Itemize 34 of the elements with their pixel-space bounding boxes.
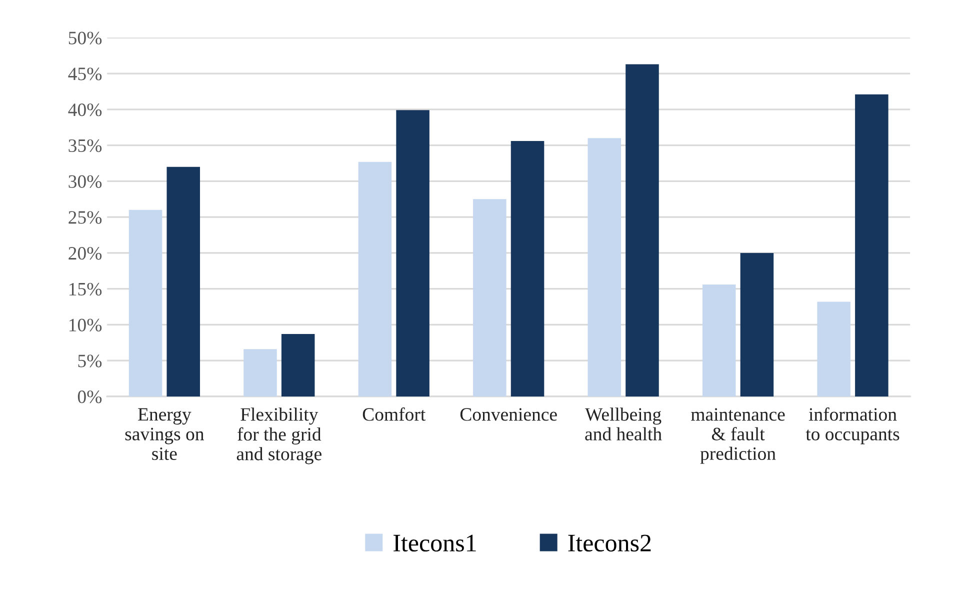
y-tick-label: 25% [68,211,102,224]
y-tick-label: 35% [68,139,102,152]
x-tick-label: information to occupants [806,407,900,444]
bar [473,199,506,396]
bar [128,210,162,396]
bar [510,141,544,396]
y-tick-label: 5% [78,354,102,368]
bar [817,302,850,396]
y-tick-label: 50% [68,32,102,44]
y-tick-label: 0% [78,390,102,404]
y-tick-label: 20% [68,246,102,260]
x-tick-label: Flexibility for the grid and storage [236,408,322,464]
x-tick-label: Energy savings on site [125,408,204,460]
bar [740,252,774,396]
bar [702,284,736,396]
x-tick-label: maintenance & fault prediction [691,408,785,464]
bar [855,94,888,396]
bar [588,138,622,396]
bar [358,162,392,396]
y-tick-label: 10% [69,318,102,332]
legend-label: Itecons1 [394,534,476,552]
x-tick-label: Comfort [362,407,426,421]
x-tick-label: Convenience [460,408,557,421]
bar [396,110,430,396]
y-tick-label: 45% [68,68,102,80]
x-tick-label: Wellbeing and health [585,408,662,440]
bar [244,349,277,396]
bar [281,334,315,396]
y-tick-label: 40% [68,103,102,116]
y-tick-label: 30% [68,175,102,188]
y-tick-label: 15% [69,282,102,296]
legend-label: Itecons2 [568,534,651,552]
bar [626,64,659,396]
bar [166,166,200,396]
